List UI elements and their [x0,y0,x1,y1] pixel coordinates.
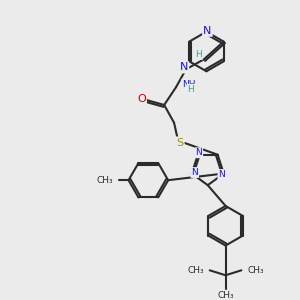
Text: O: O [137,94,146,104]
Text: N: N [191,168,198,177]
Text: H: H [196,50,202,59]
Text: CH₃: CH₃ [248,266,264,275]
Text: CH₃: CH₃ [187,266,204,275]
Text: CH₃: CH₃ [96,176,113,185]
Text: N: N [203,26,212,36]
Text: H: H [188,85,194,94]
Text: N: N [180,62,188,72]
Text: S: S [176,138,184,148]
Text: CH₃: CH₃ [217,291,234,300]
Text: NH: NH [182,80,196,89]
Text: N: N [196,148,202,157]
Text: N: N [218,170,225,179]
